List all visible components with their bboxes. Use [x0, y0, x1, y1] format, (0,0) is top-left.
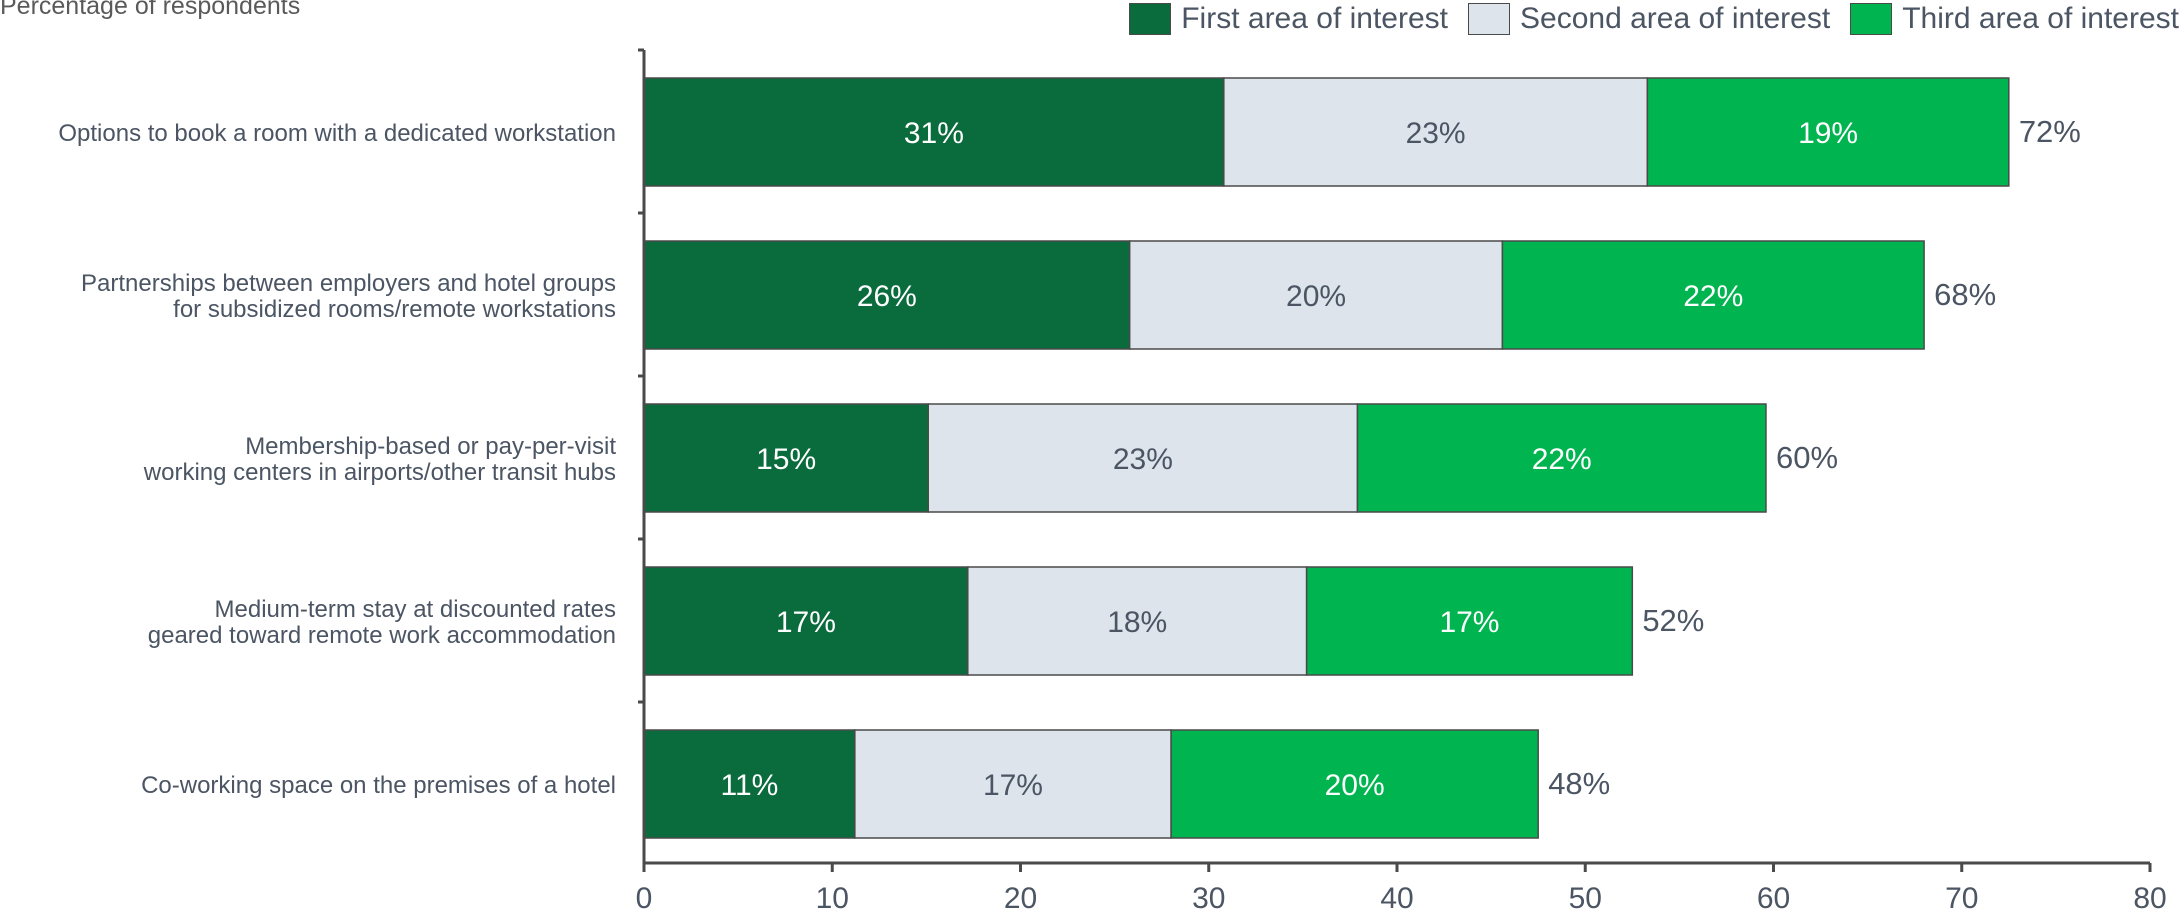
bar-segment-1 [643, 729, 856, 839]
bar-value-label: 18% [1107, 606, 1167, 639]
bar-value-label: 19% [1798, 117, 1858, 150]
x-tick-label: 20 [1004, 882, 1037, 915]
legend-swatch-second [1468, 3, 1510, 35]
bar-value-label: 17% [1439, 606, 1499, 639]
bar-value-label: 20% [1325, 769, 1385, 802]
chart-legend: First area of interest Second area of in… [1109, 2, 2179, 36]
bar-segment-3 [1305, 566, 1634, 676]
bar-value-label: 11% [721, 769, 779, 802]
category-label: Co-working space on the premises of a ho… [141, 772, 616, 799]
bar-segment-1 [643, 566, 969, 676]
category-label-line2: geared toward remote work accommodation [148, 622, 616, 649]
bar-total-label: 52% [1642, 603, 1704, 638]
chart-subtitle: Percentage of respondents [0, 0, 301, 20]
x-tick-label: 60 [1757, 882, 1790, 915]
bar-total-label: 72% [2019, 114, 2081, 149]
bar-segment-2 [1223, 77, 1649, 187]
category-label: Options to book a room with a dedicated … [58, 120, 616, 147]
bar-segment-1 [643, 240, 1131, 350]
bar-segment-3 [1170, 729, 1539, 839]
bar-value-label: 20% [1286, 280, 1346, 313]
legend-item-second: Second area of interest [1468, 2, 1830, 36]
x-tick-label: 50 [1569, 882, 1602, 915]
bar-total-label: 48% [1548, 766, 1610, 801]
legend-swatch-first [1129, 3, 1172, 35]
x-tick-label: 0 [636, 882, 653, 915]
legend-label-second: Second area of interest [1520, 2, 1831, 35]
bar-value-label: 17% [776, 606, 836, 639]
x-tick-label: 30 [1192, 882, 1225, 915]
bar-segment-3 [1646, 77, 2010, 187]
bar-value-label: 31% [904, 117, 964, 150]
category-label-line2: for subsidized rooms/remote workstations [173, 296, 616, 323]
bar-value-label: 22% [1683, 280, 1743, 313]
category-label-line1: Medium-term stay at discounted rates [215, 596, 617, 623]
legend-swatch-third [1850, 3, 1893, 35]
bar-value-label: 15% [756, 443, 816, 476]
category-label-line2: working centers in airports/other transi… [143, 459, 616, 486]
bar-total-label: 60% [1776, 440, 1838, 475]
category-label-line1: Membership-based or pay-per-visit [245, 433, 616, 460]
x-tick-label: 10 [816, 882, 849, 915]
bar-segment-1 [643, 403, 930, 513]
bar-value-label: 23% [1113, 443, 1173, 476]
bar-segment-2 [967, 566, 1308, 676]
bar-segment-3 [1356, 403, 1767, 513]
legend-item-third: Third area of interest [1850, 2, 2179, 36]
bar-segment-2 [927, 403, 1359, 513]
bar-value-label: 17% [983, 769, 1043, 802]
x-tick-label: 40 [1380, 882, 1413, 915]
category-label-line1: Partnerships between employers and hotel… [81, 270, 616, 297]
x-tick-label: 70 [1945, 882, 1978, 915]
bar-total-label: 68% [1934, 277, 1996, 312]
legend-item-first: First area of interest [1129, 2, 1448, 36]
x-tick-label: 80 [2133, 882, 2166, 915]
bar-segment-1 [643, 77, 1225, 187]
bar-value-label: 23% [1406, 117, 1466, 150]
legend-label-third: Third area of interest [1902, 2, 2179, 35]
bar-segment-3 [1501, 240, 1925, 350]
bar-value-label: 22% [1532, 443, 1592, 476]
legend-label-first: First area of interest [1181, 2, 1448, 35]
bar-value-label: 26% [857, 280, 917, 313]
bar-segment-2 [1128, 240, 1504, 350]
